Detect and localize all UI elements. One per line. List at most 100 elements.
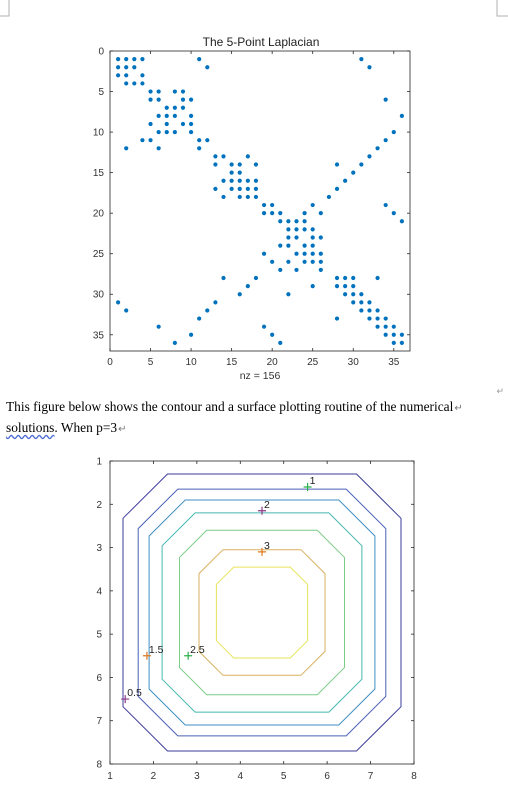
nonzero-point — [343, 178, 348, 183]
y-tick-label: 5 — [96, 630, 102, 641]
nonzero-point — [399, 113, 404, 118]
nonzero-point — [172, 89, 177, 94]
nonzero-point — [197, 57, 202, 62]
nonzero-point — [140, 81, 145, 86]
nonzero-point — [188, 129, 194, 135]
nonzero-point — [302, 243, 307, 248]
contour-chart: 0.5 1 1.5 2 2.5 3 1 1 2 2 3 3 4 4 5 5 6 6 7 7 8 8 — [96, 457, 417, 783]
nonzero-point — [188, 97, 194, 102]
nonzero-point — [375, 316, 380, 321]
nonzero-point — [375, 308, 380, 313]
nonzero-point — [221, 178, 226, 183]
nonzero-point — [237, 292, 242, 297]
y-tick-label: 7 — [96, 716, 102, 727]
x-tick-label: 2 — [151, 771, 157, 782]
nonzero-point — [310, 243, 315, 248]
nonzero-point — [318, 235, 323, 240]
nonzero-point — [180, 105, 186, 110]
contour-label-marker — [184, 651, 193, 660]
contour-label-marker — [121, 695, 130, 704]
nonzero-point — [180, 89, 186, 94]
nonzero-point — [124, 308, 129, 313]
nonzero-point — [229, 162, 234, 167]
nonzero-point — [124, 57, 129, 62]
nonzero-point — [278, 243, 283, 248]
nonzero-point — [383, 332, 388, 337]
y-tick-label: 35 — [93, 330, 105, 341]
nonzero-point — [367, 300, 372, 305]
nonzero-point — [318, 267, 323, 273]
nonzero-point — [261, 202, 267, 208]
nonzero-point — [318, 211, 323, 216]
page-corner-mark-left — [0, 0, 10, 17]
nonzero-point — [180, 97, 186, 102]
contour-line — [137, 488, 387, 737]
paragraph-line-2: solutions. When p=3↵ — [6, 418, 496, 439]
nonzero-point — [334, 316, 340, 321]
nonzero-point — [270, 259, 275, 264]
nonzero-point — [334, 275, 340, 281]
nonzero-point — [310, 202, 315, 208]
x-tick-label: 3 — [194, 771, 200, 782]
nonzero-point — [278, 211, 283, 216]
nonzero-point — [229, 178, 234, 183]
nonzero-point — [391, 340, 396, 345]
nonzero-point — [116, 300, 121, 305]
y-tick-label: 25 — [93, 249, 105, 260]
nonzero-point — [188, 332, 194, 337]
nonzero-point — [205, 65, 210, 70]
x-tick-label: 25 — [307, 357, 319, 368]
nonzero-point — [310, 251, 315, 256]
y-tick-label: 30 — [93, 290, 105, 301]
nonzero-point — [294, 227, 299, 232]
nonzero-point — [302, 219, 307, 224]
nonzero-point — [294, 219, 299, 224]
nonzero-point — [124, 81, 129, 86]
x-tick-label: 4 — [238, 771, 244, 782]
paragraph-text-2b: . When p=3 — [54, 420, 118, 435]
nonzero-point — [124, 146, 129, 151]
nonzero-point — [383, 324, 388, 329]
nonzero-point — [383, 316, 388, 321]
x-tick-label: 6 — [324, 771, 330, 782]
nonzero-point — [197, 316, 202, 321]
y-tick-label: 5 — [98, 87, 104, 98]
nonzero-point — [359, 292, 364, 297]
nonzero-point — [237, 194, 242, 200]
contour-line — [122, 473, 402, 752]
nonzero-point — [205, 308, 210, 313]
y-tick-label: 4 — [96, 586, 102, 597]
nonzero-point — [351, 300, 356, 305]
paragraph-text-1: This figure below shows the contour and … — [6, 399, 454, 414]
nonzero-point — [334, 162, 340, 167]
nonzero-point — [116, 57, 121, 62]
nonzero-point — [124, 65, 129, 70]
nonzero-point — [253, 186, 259, 191]
nonzero-point — [132, 57, 137, 62]
nonzero-point — [302, 251, 307, 256]
nonzero-point — [310, 235, 315, 240]
nonzero-point — [188, 121, 194, 127]
nonzero-point — [213, 154, 218, 159]
nonzero-point — [302, 211, 307, 216]
contour-label: 3 — [264, 540, 270, 552]
contour-label: 1.5 — [149, 644, 164, 656]
nonzero-point — [253, 275, 259, 281]
paragraph-text-2a: solutions — [6, 420, 55, 435]
nonzero-point — [367, 154, 372, 159]
nonzero-point — [399, 219, 404, 224]
nonzero-point — [383, 97, 388, 102]
nonzero-point — [391, 129, 396, 135]
nonzero-point — [213, 186, 218, 191]
nonzero-point — [140, 57, 145, 62]
nonzero-point — [294, 251, 299, 256]
nonzero-point — [391, 332, 396, 337]
nonzero-point — [124, 73, 129, 78]
nonzero-point — [359, 308, 364, 313]
x-tick-label: 20 — [267, 357, 279, 368]
nonzero-point — [253, 178, 259, 183]
x-tick-label: 0 — [107, 357, 113, 368]
nonzero-point — [278, 340, 283, 345]
nonzero-point — [399, 340, 404, 345]
contour-label: 1 — [310, 475, 316, 487]
